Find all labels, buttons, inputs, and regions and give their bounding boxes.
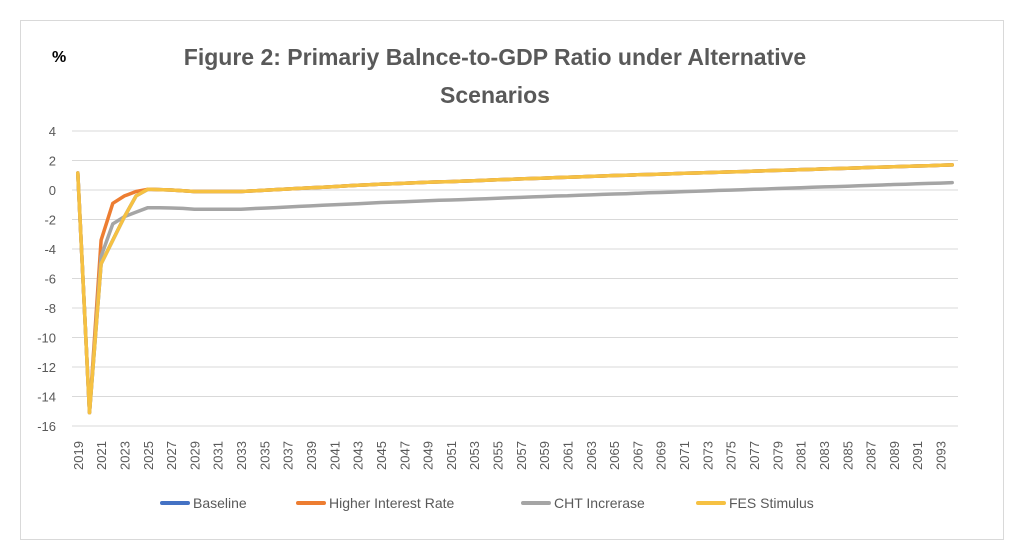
x-tick-label: 2023 xyxy=(117,441,132,470)
x-tick-label: 2079 xyxy=(770,441,785,470)
x-tick-label: 2091 xyxy=(910,441,925,470)
x-axis-ticks: 2019 2021 2023 2025 2027 2029 2031 2033 2035 2037… xyxy=(71,441,949,470)
series-line-cht-increrase xyxy=(76,171,954,415)
gridlines xyxy=(72,130,958,427)
x-tick-label: 2061 xyxy=(560,441,575,470)
legend-item: Baseline xyxy=(160,495,247,511)
x-tick-label: 2027 xyxy=(164,441,179,470)
x-tick-label: 2053 xyxy=(467,441,482,470)
x-tick-label: 2057 xyxy=(514,441,529,470)
y-tick-label: 2 xyxy=(49,154,56,169)
x-tick-label: 2089 xyxy=(887,441,902,470)
x-tick-label: 2083 xyxy=(817,441,832,470)
x-tick-label: 2021 xyxy=(94,441,109,470)
x-tick-label: 2043 xyxy=(351,441,366,470)
legend-item: Higher Interest Rate xyxy=(296,495,454,511)
series-lines xyxy=(76,163,954,415)
y-tick-label: -12 xyxy=(37,360,56,375)
legend-label: Baseline xyxy=(193,495,247,511)
y-tick-label: -2 xyxy=(44,213,56,228)
x-tick-label: 2019 xyxy=(71,441,86,470)
series-line-higher-interest-rate xyxy=(76,163,954,415)
x-tick-label: 2031 xyxy=(211,441,226,470)
legend-label: CHT Increrase xyxy=(554,495,645,511)
x-tick-label: 2077 xyxy=(747,441,762,470)
x-tick-label: 2047 xyxy=(397,441,412,470)
x-tick-label: 2093 xyxy=(934,441,949,470)
x-tick-label: 2045 xyxy=(374,441,389,470)
chart-title: Figure 2: Primariy Balnce-to-GDP Ratio u… xyxy=(150,38,840,114)
legend-swatch xyxy=(160,501,190,505)
x-tick-label: 2029 xyxy=(187,441,202,470)
y-axis-unit-label: % xyxy=(52,49,67,66)
y-tick-label: -14 xyxy=(37,390,56,405)
chart-title-line-1: Figure 2: Primariy Balnce-to-GDP Ratio u… xyxy=(183,44,807,70)
x-tick-label: 2033 xyxy=(234,441,249,470)
x-tick-label: 2025 xyxy=(141,441,156,470)
x-tick-label: 2075 xyxy=(724,441,739,470)
x-tick-label: 2087 xyxy=(864,441,879,470)
legend-item: CHT Increrase xyxy=(521,495,645,511)
y-tick-label: -6 xyxy=(44,272,56,287)
x-tick-label: 2051 xyxy=(444,441,459,470)
x-tick-label: 2041 xyxy=(327,441,342,470)
legend-swatch xyxy=(521,501,551,505)
x-tick-label: 2071 xyxy=(677,441,692,470)
legend-swatch xyxy=(696,501,726,505)
chart-title-line-2: Scenarios xyxy=(440,82,550,108)
legend-label: FES Stimulus xyxy=(729,495,814,511)
series-line-baseline xyxy=(76,163,954,415)
y-tick-label: -10 xyxy=(37,331,56,346)
x-tick-label: 2059 xyxy=(537,441,552,470)
chart-frame xyxy=(20,20,1004,540)
x-tick-label: 2069 xyxy=(654,441,669,470)
y-axis-ticks: 4 2 0 -2 -4 -6 -8 -10 -12 -14 -16 xyxy=(37,124,56,434)
legend-label: Higher Interest Rate xyxy=(329,495,455,511)
y-tick-label: -16 xyxy=(37,419,56,434)
x-tick-label: 2035 xyxy=(257,441,272,470)
x-tick-label: 2049 xyxy=(421,441,436,470)
legend-item: FES Stimulus xyxy=(696,495,814,511)
legend-swatch xyxy=(296,501,326,505)
series-line-fes-stimulus xyxy=(76,163,954,415)
x-tick-label: 2067 xyxy=(630,441,645,470)
legend: Baseline Higher Interest Rate CHT Increras… xyxy=(0,495,1024,517)
x-tick-label: 2055 xyxy=(491,441,506,470)
x-tick-label: 2037 xyxy=(281,441,296,470)
x-tick-label: 2085 xyxy=(840,441,855,470)
y-tick-label: 4 xyxy=(49,124,56,139)
x-tick-label: 2063 xyxy=(584,441,599,470)
y-tick-label: -8 xyxy=(44,301,56,316)
y-tick-label: -4 xyxy=(44,242,56,257)
x-tick-label: 2073 xyxy=(700,441,715,470)
x-tick-label: 2065 xyxy=(607,441,622,470)
x-tick-label: 2039 xyxy=(304,441,319,470)
y-tick-label: 0 xyxy=(49,183,56,198)
x-tick-label: 2081 xyxy=(794,441,809,470)
